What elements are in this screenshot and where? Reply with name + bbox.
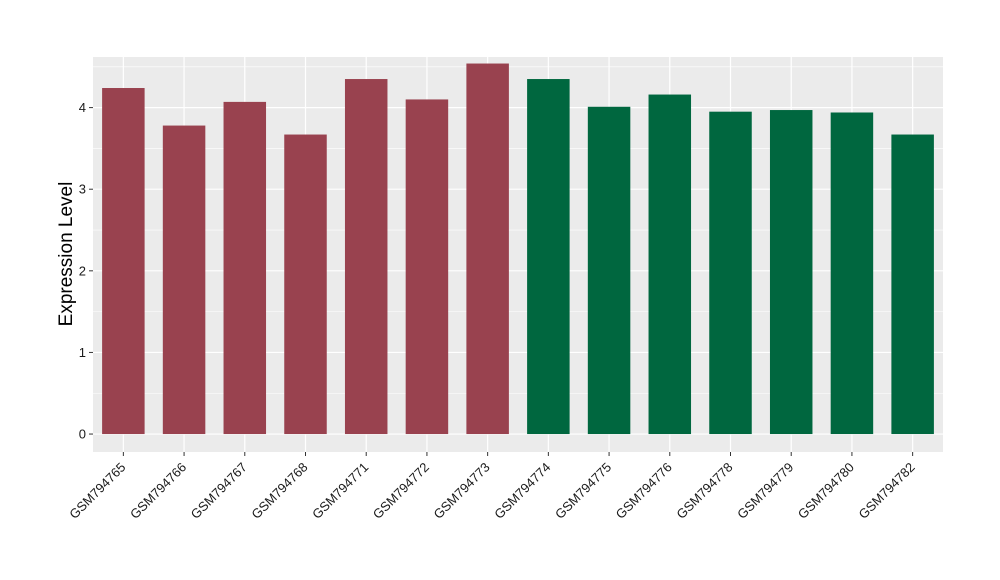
- x-tick-label: GSM794778: [673, 460, 735, 522]
- x-tick-label: GSM794776: [613, 460, 675, 522]
- x-tick-label: GSM794768: [248, 460, 310, 522]
- bar-GSM794771: [344, 79, 388, 435]
- y-axis-title: Expression Level: [56, 182, 77, 327]
- y-tick-label: 4: [79, 100, 86, 115]
- bars: [102, 63, 934, 435]
- y-tick-label: 3: [79, 182, 86, 197]
- x-tick-label: GSM794774: [491, 460, 553, 522]
- x-tick-label: GSM794771: [309, 460, 371, 522]
- y-axis: 0 1 2 3 4: [79, 100, 93, 442]
- x-tick-label: GSM794773: [431, 460, 493, 522]
- bar-GSM794768: [284, 134, 327, 435]
- bar-GSM794775: [587, 106, 631, 435]
- bar-GSM794767: [223, 101, 267, 435]
- x-tick-label: GSM794767: [188, 460, 250, 522]
- bar-GSM794772: [405, 99, 449, 435]
- plot-panel: [93, 57, 943, 452]
- y-tick-label: 1: [79, 345, 86, 360]
- bar-GSM794779: [769, 110, 813, 435]
- x-tick-label: GSM794772: [370, 460, 432, 522]
- x-tick-label: GSM794765: [66, 460, 128, 522]
- y-tick-label: 0: [79, 427, 86, 442]
- x-tick-label: GSM794780: [795, 460, 857, 522]
- x-tick-label: GSM794775: [552, 460, 614, 522]
- bar-GSM794782: [891, 134, 934, 435]
- bar-GSM794773: [466, 63, 509, 435]
- x-tick-label: GSM794779: [734, 460, 796, 522]
- x-tick-label: GSM794766: [127, 460, 189, 522]
- x-axis: GSM794765GSM794766GSM794767GSM794768GSM7…: [66, 452, 918, 522]
- bar-GSM794765: [102, 88, 145, 435]
- bar-GSM794778: [709, 111, 752, 435]
- x-tick-label: GSM794782: [856, 460, 918, 522]
- bar-GSM794774: [527, 79, 570, 435]
- bar-GSM794776: [648, 94, 692, 435]
- bar-GSM794766: [162, 125, 206, 435]
- y-tick-label: 2: [79, 263, 86, 278]
- bar-GSM794780: [830, 112, 874, 435]
